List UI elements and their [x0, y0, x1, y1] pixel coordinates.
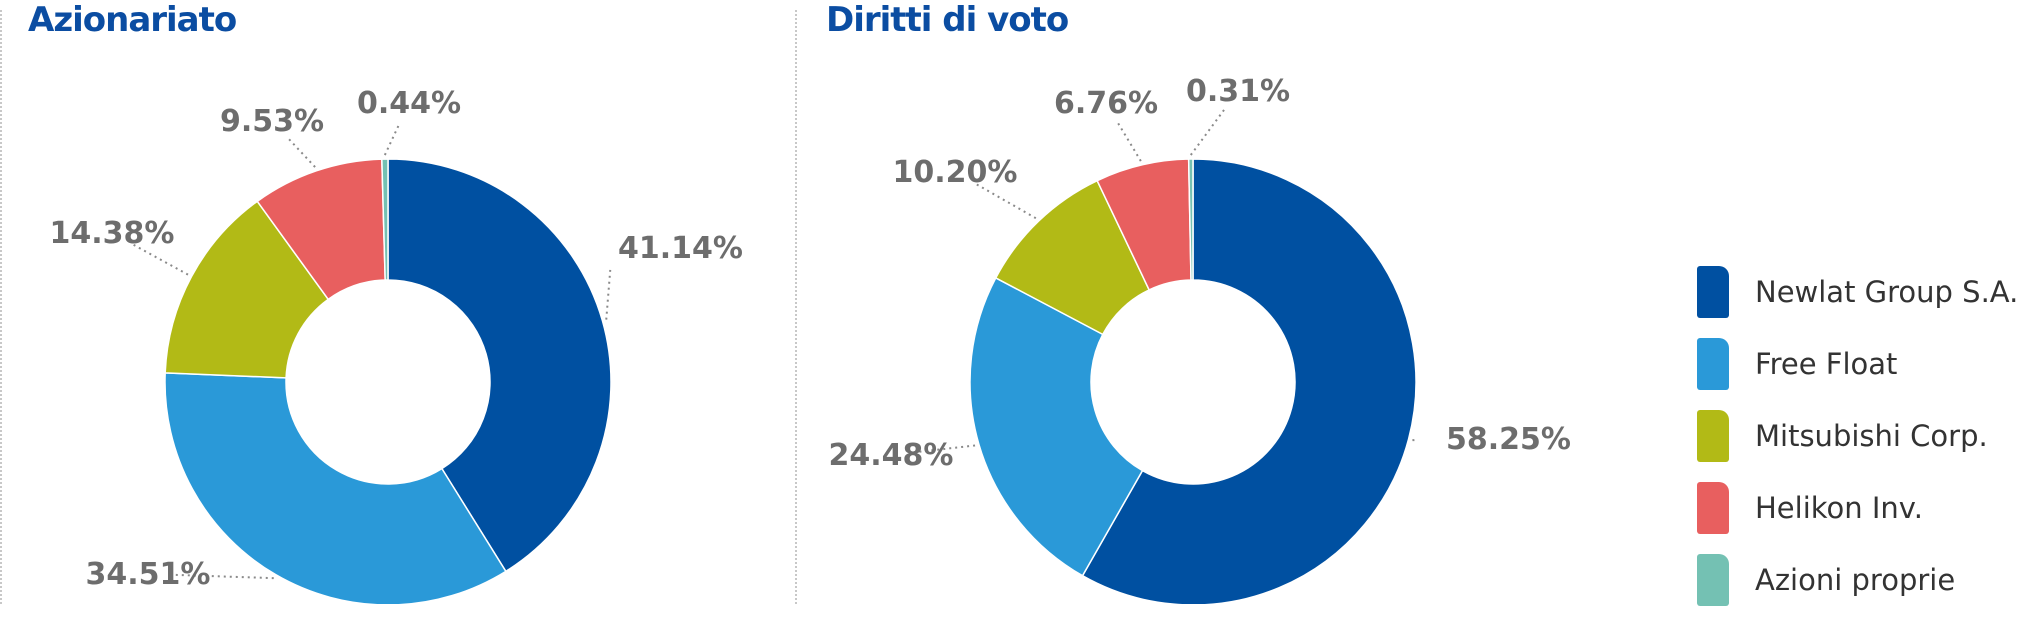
data-label-1-2: 10.20% [893, 155, 1018, 190]
leader-line-1-4 [1191, 109, 1225, 155]
legend-swatch [1697, 482, 1729, 534]
legend-label: Azioni proprie [1755, 563, 1955, 597]
legend-swatch [1697, 410, 1729, 462]
data-label-0-0: 41.14% [618, 231, 743, 266]
leader-line-1-3 [1117, 122, 1141, 161]
legend-label: Newlat Group S.A. [1755, 275, 2017, 309]
leader-line-0-3 [287, 137, 315, 167]
data-label-1-0: 58.25% [1446, 422, 1571, 457]
data-label-1-4: 0.31% [1186, 74, 1290, 109]
legend: Newlat Group S.A. Free Float Mitsubishi … [1697, 266, 2017, 626]
data-label-0-3: 9.53% [220, 104, 324, 139]
data-label-0-1: 34.51% [86, 557, 211, 592]
legend-label: Free Float [1755, 347, 1897, 381]
legend-swatch [1697, 338, 1729, 390]
legend-item-mitsubishi: Mitsubishi Corp. [1697, 410, 2017, 462]
legend-swatch [1697, 554, 1729, 606]
leader-line-0-4 [385, 123, 400, 155]
legend-item-azioni-proprie: Azioni proprie [1697, 554, 2017, 606]
legend-swatch [1697, 266, 1729, 318]
legend-item-free-float: Free Float [1697, 338, 2017, 390]
data-label-0-4: 0.44% [357, 86, 461, 121]
legend-item-newlat: Newlat Group S.A. [1697, 266, 2017, 318]
legend-label: Helikon Inv. [1755, 491, 1923, 525]
legend-item-helikon: Helikon Inv. [1697, 482, 2017, 534]
data-label-1-3: 6.76% [1054, 86, 1158, 121]
slice-0-1 [165, 373, 506, 604]
data-label-1-1: 24.48% [829, 438, 954, 473]
data-label-0-2: 14.38% [50, 216, 175, 251]
legend-label: Mitsubishi Corp. [1755, 419, 1988, 453]
leader-line-0-0 [606, 270, 610, 320]
